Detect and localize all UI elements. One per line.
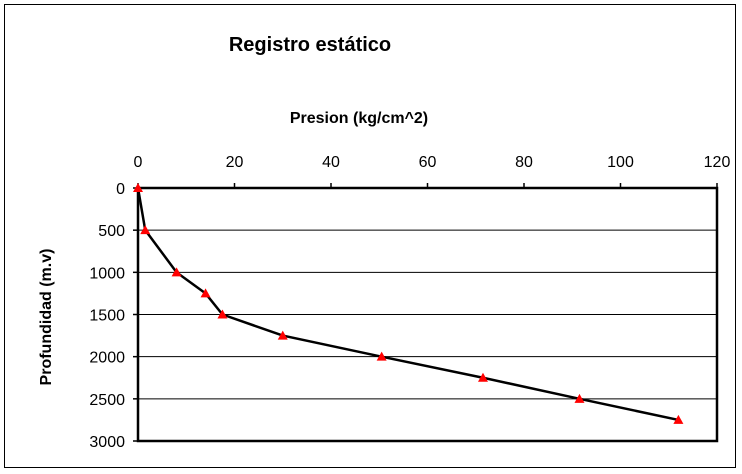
y-tick-label: 1500 xyxy=(89,308,125,325)
y-tick-label: 2000 xyxy=(89,350,125,367)
chart-svg: Registro estático Presion (kg/cm^2) Prof… xyxy=(38,34,731,451)
data-point-marker xyxy=(140,225,151,235)
y-tick-label: 3000 xyxy=(89,434,125,451)
data-point-marker xyxy=(133,183,143,192)
x-tick-label: 40 xyxy=(322,154,340,171)
chart-title: Registro estático xyxy=(229,34,391,56)
data-point-marker xyxy=(376,351,387,361)
x-tick-label: 80 xyxy=(515,154,533,171)
chart-frame: Registro estático Presion (kg/cm^2) Prof… xyxy=(4,4,736,468)
data-point-marker xyxy=(171,267,182,277)
y-tick-label: 1000 xyxy=(89,265,125,282)
y-tick-label: 2500 xyxy=(89,392,125,409)
x-tick-labels: 0 20 40 60 80 100 120 xyxy=(134,154,731,188)
y-tick-label: 500 xyxy=(98,223,125,240)
data-point-marker xyxy=(574,393,585,403)
x-tick-label: 0 xyxy=(134,154,143,171)
data-point-marker xyxy=(477,372,488,382)
data-point-marker xyxy=(217,309,228,319)
x-tick-label: 60 xyxy=(419,154,437,171)
data-point-marker xyxy=(673,414,684,424)
series-line xyxy=(136,187,679,422)
x-tick-label: 120 xyxy=(704,154,731,171)
y-tick-labels: 0 500 1000 1500 2000 2500 3000 xyxy=(89,181,138,451)
series-markers xyxy=(133,183,684,424)
x-tick-label: 100 xyxy=(607,154,634,171)
data-point-marker xyxy=(200,288,211,298)
grid-layer xyxy=(138,229,717,400)
x-axis-title: Presion (kg/cm^2) xyxy=(290,110,428,127)
data-point-marker xyxy=(277,330,288,340)
y-tick-label: 0 xyxy=(116,181,125,198)
y-axis-title: Profundidad (m.v) xyxy=(38,249,55,386)
x-tick-label: 20 xyxy=(226,154,244,171)
